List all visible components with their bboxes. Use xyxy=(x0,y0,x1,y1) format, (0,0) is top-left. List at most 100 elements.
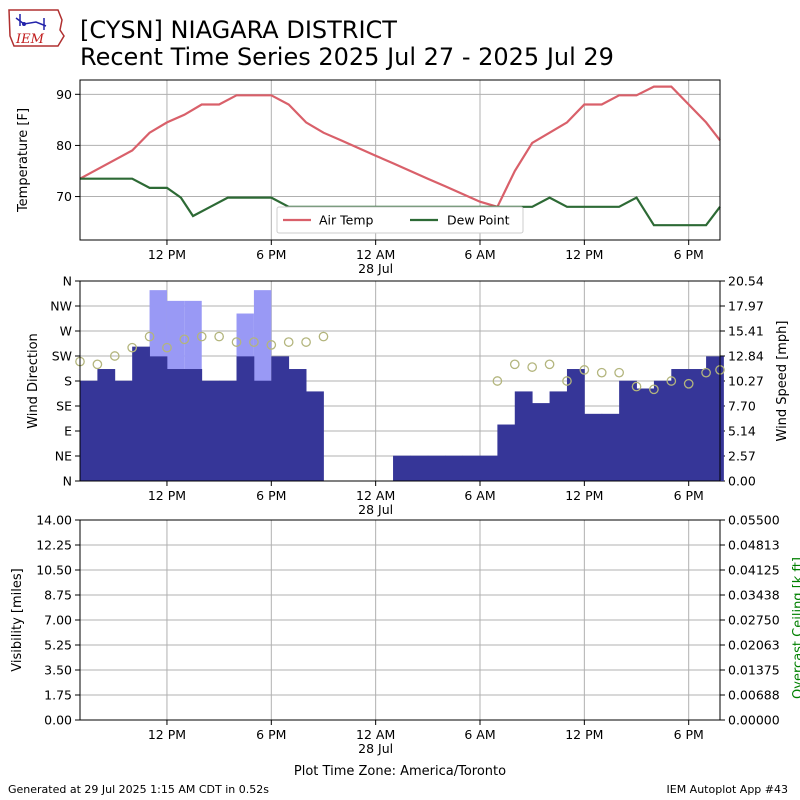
plot-frame-3 xyxy=(79,519,721,721)
wind-direction-tick-label: NE xyxy=(55,449,72,464)
wind-direction-marker xyxy=(109,351,120,361)
wind-direction-tick-label: E xyxy=(64,424,72,439)
ceiling-tick-label: 0.04813 xyxy=(728,538,780,553)
ceiling-tick-label: 0.01375 xyxy=(728,663,780,678)
x-tick-label: 12 AM xyxy=(356,488,395,503)
wind-speed-tick-label: 15.41 xyxy=(728,324,764,339)
wind-speed-bar xyxy=(653,380,672,481)
wind-speed-bar xyxy=(410,455,429,481)
plot-frame-2 xyxy=(79,280,721,482)
visibility-tick-label: 10.50 xyxy=(36,563,72,578)
wind-speed-bar xyxy=(306,391,324,481)
wind-direction-marker xyxy=(631,381,642,392)
wind-speed-tick-label: 17.97 xyxy=(728,299,764,314)
visibility-tick-label: 14.00 xyxy=(36,513,72,528)
ceiling-tick-label: 0.00688 xyxy=(728,688,780,703)
wind-speed-bar xyxy=(497,424,516,481)
iowa-map-icon: IEM xyxy=(8,9,65,47)
x-tick-sublabel: 28 Jul xyxy=(358,741,393,756)
y-tick-label: 80 xyxy=(56,138,72,153)
wind-speed-bar xyxy=(584,413,603,481)
wind-direction-marker xyxy=(492,376,503,386)
wind-direction-marker xyxy=(614,367,624,378)
wind-speed-tick-label: 0.00 xyxy=(728,474,756,489)
ceiling-tick-label: 0.03438 xyxy=(728,588,780,603)
wind-direction-tick-label: W xyxy=(60,324,72,339)
wind-speed-bar xyxy=(114,380,133,481)
legend-dew-point-label: Dew Point xyxy=(447,213,510,228)
wind-speed-tick-label: 12.84 xyxy=(728,349,764,364)
visibility-tick-label: 5.25 xyxy=(44,638,72,653)
ceiling-tick-label: 0.04125 xyxy=(728,563,780,578)
visibility-tick-label: 7.00 xyxy=(44,613,72,628)
logo-text: IEM xyxy=(15,32,45,47)
wind-direction-marker xyxy=(127,342,138,353)
wind-speed-tick-label: 20.54 xyxy=(728,274,764,289)
visibility-tick-label: 1.75 xyxy=(44,688,72,703)
ceiling-axis-label: Overcast Ceiling [k ft] xyxy=(791,557,800,699)
wind-speed-tick-label: 2.57 xyxy=(728,449,756,464)
app-note: IEM Autoplot App #43 xyxy=(666,783,789,796)
wind-direction-marker xyxy=(649,384,659,395)
generated-note: Generated at 29 Jul 2025 1:15 AM CDT in … xyxy=(8,783,269,796)
wind-speed-bar xyxy=(201,380,220,481)
wind-direction-marker xyxy=(214,331,224,342)
wind-speed-bar xyxy=(236,356,255,481)
x-tick-label: 6 PM xyxy=(674,488,704,503)
wind-direction-marker xyxy=(544,359,555,370)
legend-air-temp-label: Air Temp xyxy=(319,213,374,228)
wind-speed-bar xyxy=(636,388,655,481)
wind-direction-marker xyxy=(683,378,694,389)
x-tick-label: 6 PM xyxy=(674,727,704,742)
plot-frame-1 xyxy=(79,79,721,241)
x-tick-sublabel: 28 Jul xyxy=(358,261,393,276)
x-tick-label: 12 AM xyxy=(356,727,395,742)
wind-speed-bar xyxy=(532,403,550,481)
x-tick-label: 12 AM xyxy=(356,247,395,262)
wind-direction-marker xyxy=(596,367,607,378)
wind-speed-bar xyxy=(80,380,98,481)
wind-speed-bar xyxy=(688,369,707,481)
x-tick-label: 12 PM xyxy=(148,727,186,742)
iem-logo: IEM xyxy=(6,6,66,52)
wind-speed-bar xyxy=(514,391,533,481)
wind-direction-marker xyxy=(579,365,590,375)
legend xyxy=(276,206,524,234)
wind-direction-marker xyxy=(196,331,207,342)
wind-speed-axis-label: Wind Speed [mph] xyxy=(775,321,790,442)
visibility-axis-label: Visibility [miles] xyxy=(10,568,25,671)
chart-subtitle: Recent Time Series 2025 Jul 27 - 2025 Ju… xyxy=(80,43,614,71)
wind-direction-marker xyxy=(144,331,155,342)
x-tick-label: 6 PM xyxy=(256,727,286,742)
x-tick-sublabel: 28 Jul xyxy=(358,502,393,517)
wind-direction-marker xyxy=(266,340,277,350)
ceiling-tick-label: 0.05500 xyxy=(728,513,780,528)
ceiling-tick-label: 0.02063 xyxy=(728,638,780,653)
x-tick-label: 6 AM xyxy=(464,727,495,742)
wind-speed-bar xyxy=(166,369,185,481)
visibility-tick-label: 12.25 xyxy=(36,538,72,553)
x-tick-label: 12 PM xyxy=(565,247,603,262)
wind-speed-tick-label: 5.14 xyxy=(728,424,756,439)
visibility-tick-label: 8.75 xyxy=(44,588,72,603)
wind-speed-bar xyxy=(149,356,168,481)
air-temp-line xyxy=(79,85,721,209)
wind-speed-bar xyxy=(271,356,290,481)
wind-speed-bar xyxy=(219,380,237,481)
wind-speed-bar xyxy=(601,413,620,481)
ceiling-tick-label: 0.02750 xyxy=(728,613,780,628)
wind-speed-bar xyxy=(671,369,690,481)
wind-direction-tick-label: SW xyxy=(52,349,72,364)
wind-speed-bar xyxy=(706,356,724,481)
wind-direction-marker xyxy=(527,362,538,372)
wind-speed-bar xyxy=(619,380,637,481)
wind-direction-tick-label: S xyxy=(64,374,72,389)
wind-speed-bar xyxy=(393,455,411,481)
wind-direction-marker xyxy=(249,337,259,347)
wind-direction-tick-label: NW xyxy=(50,299,72,314)
ceiling-tick-label: 0.00000 xyxy=(728,713,780,728)
x-tick-label: 6 AM xyxy=(464,247,495,262)
wind-direction-tick-label: N xyxy=(63,474,72,489)
wind-speed-bar xyxy=(462,455,481,481)
wind-direction-marker xyxy=(701,367,711,378)
